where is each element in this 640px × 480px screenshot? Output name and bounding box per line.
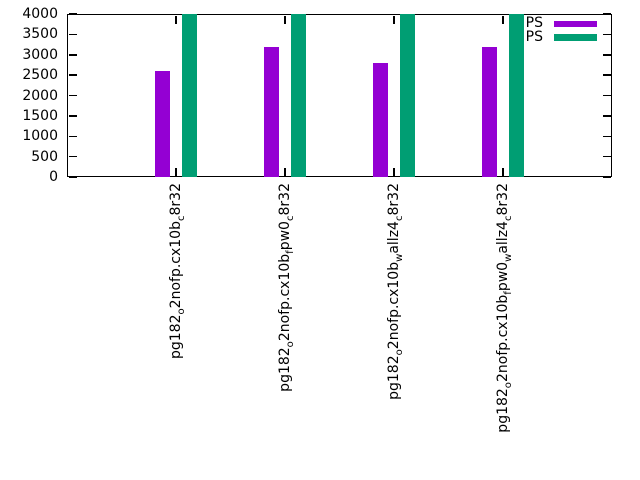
y-tick bbox=[68, 115, 77, 117]
y-tick bbox=[68, 176, 77, 178]
y-tick-label: 0 bbox=[49, 169, 58, 185]
x-tick-mirror bbox=[284, 15, 286, 24]
bar bbox=[155, 71, 170, 177]
y-tick-mirror bbox=[602, 155, 611, 158]
y-tick bbox=[68, 135, 77, 137]
plot-area bbox=[67, 14, 612, 177]
y-tick-mirror bbox=[602, 54, 611, 56]
y-tick-label: 2500 bbox=[22, 67, 58, 84]
y-tick bbox=[68, 94, 77, 97]
y-tick bbox=[68, 74, 77, 76]
x-tick-mirror bbox=[502, 15, 504, 24]
y-tick-mirror bbox=[602, 94, 611, 97]
y-tick-mirror bbox=[602, 115, 611, 117]
y-tick-mirror bbox=[602, 176, 611, 178]
x-tick-label: pg182o2nofp.cx10bc8r32 bbox=[168, 183, 187, 359]
legend-swatch bbox=[554, 20, 597, 27]
legend-swatch bbox=[554, 34, 597, 41]
y-tick-mirror bbox=[602, 13, 611, 15]
x-tick-label: pg182o2nofp.cx10bfpw0wallz4c8r32 bbox=[495, 183, 514, 433]
bar bbox=[373, 62, 388, 177]
y-tick-label: 500 bbox=[31, 148, 58, 165]
legend-label: PS bbox=[525, 15, 543, 31]
y-tick-mirror bbox=[602, 74, 611, 76]
x-tick bbox=[175, 167, 177, 176]
legend-entry: PS bbox=[525, 15, 597, 31]
x-tick-mirror bbox=[393, 15, 395, 24]
y-tick-label: 2000 bbox=[22, 87, 58, 104]
x-tick-label: pg182o2nofp.cx10bwallz4c8r32 bbox=[386, 183, 405, 400]
x-tick bbox=[502, 167, 504, 176]
legend: PS PS bbox=[525, 15, 597, 45]
bar bbox=[291, 14, 306, 177]
bar bbox=[509, 14, 524, 177]
y-tick bbox=[68, 13, 77, 15]
bar bbox=[482, 46, 497, 177]
x-tick-label: pg182o2nofp.cx10bfpw0c8r32 bbox=[277, 183, 296, 392]
y-tick-label: 3500 bbox=[22, 26, 58, 43]
bar bbox=[264, 46, 279, 177]
y-tick-mirror bbox=[602, 135, 611, 137]
legend-entry: PS bbox=[525, 28, 597, 45]
y-tick-label: 4000 bbox=[22, 6, 58, 22]
y-tick-mirror bbox=[602, 33, 611, 36]
bar bbox=[400, 14, 415, 177]
y-tick-label: 3000 bbox=[22, 46, 58, 63]
y-tick bbox=[68, 54, 77, 56]
legend-label: PS bbox=[525, 28, 543, 45]
y-tick-label: 1000 bbox=[22, 128, 58, 145]
y-tick bbox=[68, 33, 77, 36]
bar bbox=[182, 14, 197, 177]
y-tick bbox=[68, 155, 77, 158]
x-tick-mirror bbox=[175, 15, 177, 24]
x-tick bbox=[393, 167, 395, 176]
y-tick-label: 1500 bbox=[22, 107, 58, 124]
x-tick bbox=[284, 167, 286, 176]
